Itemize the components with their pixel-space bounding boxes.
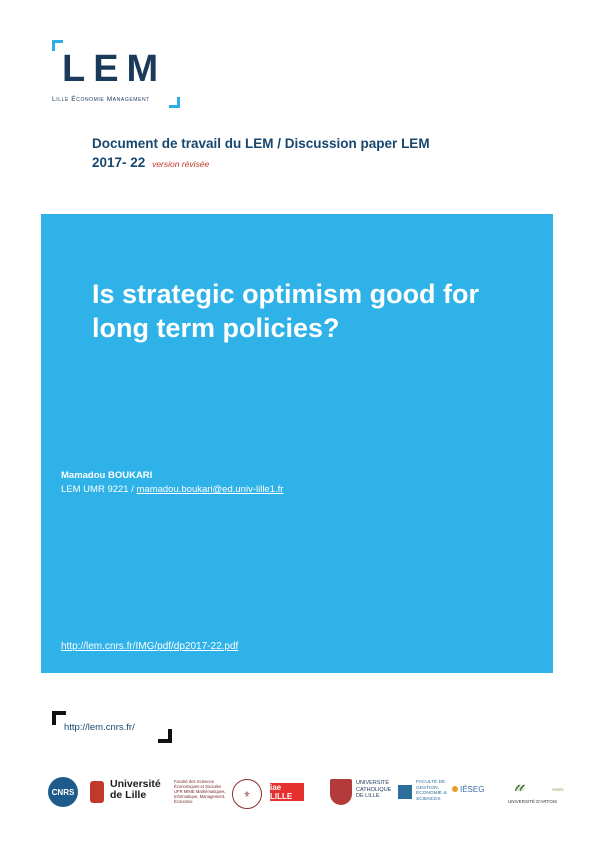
- fgm-mark-icon: [398, 785, 412, 799]
- faculty-logo: Faculté des Sciences Économiques et Soci…: [174, 779, 232, 809]
- iae-logo: iae LILLE: [270, 783, 304, 801]
- site-bracket-bottom-right: [158, 729, 172, 743]
- universite-de-lille-logo: Université de Lille: [90, 779, 168, 807]
- logo-bracket-bottom-right: [169, 97, 180, 108]
- site-bracket-top-left: [52, 711, 66, 725]
- faculty-text: Faculté des Sciences Économiques et Soci…: [174, 779, 222, 789]
- paper-number: 2017- 22: [92, 155, 146, 170]
- affiliation-text: LEM UMR 9221 /: [61, 484, 137, 495]
- artois-mark-icon: 𝓊: [514, 775, 525, 795]
- artois-short-text: Artois: [552, 787, 564, 792]
- logo-letters: LEM: [62, 48, 167, 90]
- fgm-text: FACULTÉ DE GESTION, ÉCONOMIE & SCIENCES: [416, 780, 447, 802]
- ulille-text: Université de Lille: [110, 778, 161, 801]
- ulille-mark-icon: [90, 781, 104, 803]
- paper-title: Is strategic optimism good for long term…: [92, 279, 480, 343]
- lem-logo: LEM Lille Économie Management: [52, 40, 188, 108]
- author-email-link[interactable]: mamadou.boukari@ed.univ-lille1.fr: [136, 484, 284, 495]
- ieseg-dot-icon: [452, 786, 458, 792]
- website-block: http://lem.cnrs.fr/: [52, 711, 172, 743]
- ucl-shield-icon: [330, 779, 352, 805]
- revision-note: version révisée: [152, 159, 210, 169]
- faculty-ufr-text: UFR MIME Mathématiques, Informatique, Ma…: [174, 789, 226, 804]
- artois-text: UNIVERSITÉ D'ARTOIS: [508, 799, 557, 804]
- ucl-text: UNIVERSITÉ CATHOLIQUE DE LILLE: [356, 780, 392, 799]
- ieseg-logo: IÉSEG: [452, 785, 484, 794]
- author-affiliation: LEM UMR 9221 / mamadou.boukari@ed.univ-l…: [61, 484, 283, 495]
- paper-url-link[interactable]: http://lem.cnrs.fr/IMG/pdf/dp2017-22.pdf: [61, 641, 239, 652]
- university-seal-icon: ⚜: [232, 779, 262, 809]
- ieseg-text: IÉSEG: [460, 785, 485, 794]
- series-title: Document de travail du LEM / Discussion …: [92, 136, 430, 151]
- author-name: Mamadou BOUKARI: [61, 470, 153, 481]
- universite-artois-logo: 𝓊 Artois UNIVERSITÉ D'ARTOIS: [508, 775, 564, 809]
- paper-number-line: 2017- 22 version révisée: [92, 155, 209, 170]
- logo-subtitle: Lille Économie Management: [52, 96, 150, 103]
- logo-bracket-top-left: [52, 40, 63, 51]
- cnrs-logo: CNRS: [48, 777, 78, 807]
- cover-panel: Is strategic optimism good for long term…: [41, 214, 553, 673]
- partner-logos: CNRS Université de Lille Faculté des Sci…: [46, 773, 566, 813]
- site-url-link[interactable]: http://lem.cnrs.fr/: [64, 722, 135, 733]
